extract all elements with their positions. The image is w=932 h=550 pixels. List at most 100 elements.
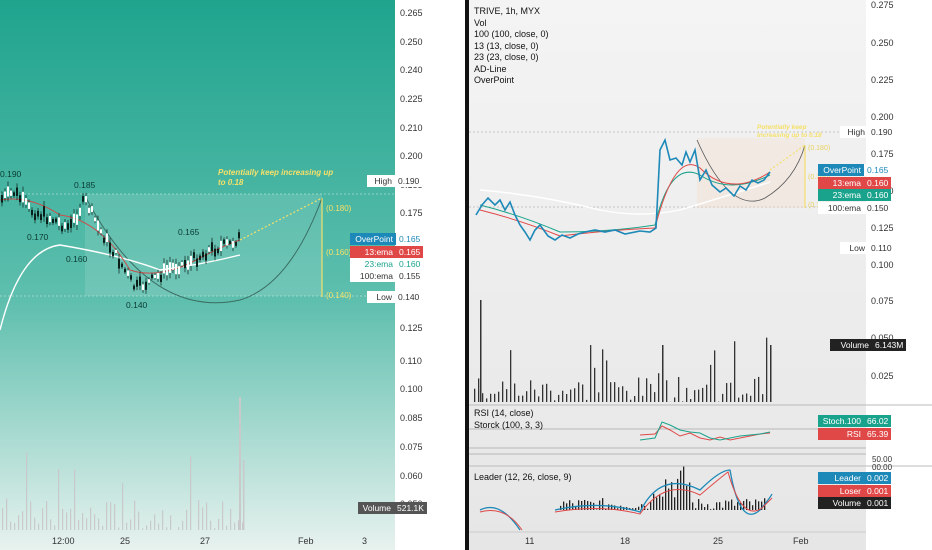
legend-overpoint[interactable]: OverPoint [474, 75, 515, 85]
volume-bar [738, 397, 740, 402]
volume-bar [582, 384, 584, 402]
loser-tag[interactable]: Loser 0.001 [818, 485, 892, 497]
legend-adline[interactable]: AD-Line [474, 63, 507, 74]
candle-body [70, 219, 72, 228]
leader-legend[interactable]: Leader (12, 26, close, 9) [474, 472, 572, 482]
candle-body [151, 274, 153, 279]
right-time-axis[interactable]: 11 18 25 Feb [469, 536, 866, 550]
stoch-tag[interactable]: Stoch.100 66.02 [818, 415, 892, 427]
candle-body [217, 248, 219, 254]
right-price-tick: 0.225 [871, 75, 894, 85]
histogram-bar [761, 501, 763, 510]
volume-bar [182, 520, 184, 530]
candle-body [7, 186, 9, 197]
volume-bar [74, 469, 76, 530]
target-label: (0.180) [326, 204, 352, 213]
legend-vol[interactable]: Vol [474, 17, 487, 28]
right-overpoint-tag[interactable]: OverPoint 0.165 [818, 164, 892, 176]
volume-bar [578, 382, 580, 402]
candle-body [49, 215, 51, 223]
candle-body [184, 259, 186, 269]
volume-bar [34, 517, 36, 530]
left-ema13-tag-label: 13:ema [350, 246, 396, 258]
histogram-bar [725, 500, 727, 510]
left-annotation[interactable]: Potentially keep increasing up to 0.18 [218, 168, 333, 188]
right-time-label: 18 [620, 536, 631, 546]
loser-tag-value: 0.001 [864, 485, 892, 497]
volume-bar [82, 512, 84, 530]
histogram-bar [656, 497, 658, 510]
volume-bar [234, 522, 236, 530]
right-ema23-tag[interactable]: 23:ema 0.160 [818, 189, 892, 201]
candle-body [160, 274, 162, 282]
right-volume-tag[interactable]: Volume 6.143M [830, 339, 907, 351]
candle-body [109, 242, 111, 253]
leader-volume-tag[interactable]: Volume 0.001 [818, 497, 892, 509]
right-high-tag[interactable]: High 0.190 [840, 126, 896, 138]
volume-bar [542, 384, 544, 402]
volume-bar [658, 373, 660, 402]
rsi-legend-label[interactable]: RSI (14, close) [474, 408, 534, 418]
left-ema100-tag[interactable]: 100:ema 0.155 [350, 270, 424, 282]
stoch-line [639, 421, 771, 441]
candle-body [19, 195, 21, 203]
symbol-title[interactable]: TRIVE, 1h, MYX [474, 6, 541, 16]
volume-bar [46, 501, 48, 530]
left-time-axis[interactable]: 12:00 25 27 Feb 3 [0, 536, 395, 550]
stoch-legend-label[interactable]: Storck (100, 3, 3) [474, 419, 544, 430]
right-projection-line [769, 144, 806, 171]
volume-bar [758, 376, 760, 402]
left-volume-bars [2, 397, 245, 530]
left-low-tag[interactable]: Low 0.140 [367, 291, 423, 303]
legend-ma23[interactable]: 23 (23, close, 0) [474, 52, 539, 62]
right-price-tick: 0.175 [871, 149, 894, 159]
left-high-tag[interactable]: High 0.190 [367, 175, 423, 187]
volume-bar [674, 397, 676, 402]
right-price-tick: 0.025 [871, 371, 894, 381]
volume-bar [106, 502, 108, 530]
left-range-box [85, 194, 322, 296]
right-low-tag[interactable]: Low 0.110 [840, 242, 895, 254]
left-volume-tag[interactable]: Volume 521.1K [358, 502, 427, 514]
volume-bar [754, 378, 756, 402]
candle-body [115, 249, 117, 254]
right-price-tick: 0.100 [871, 260, 894, 270]
right-ema100-tag-value: 0.150 [864, 202, 892, 214]
rsi-line [639, 425, 771, 441]
left-overpoint-tag[interactable]: OverPoint 0.165 [350, 233, 424, 245]
volume-bar [242, 522, 244, 530]
target-label: (0.160) [326, 248, 352, 257]
left-price-tick: 0.125 [400, 323, 423, 333]
volume-bar [130, 519, 132, 530]
volume-bar [50, 519, 52, 530]
volume-bar [26, 452, 28, 530]
right-annotation[interactable]: Potentially keep increasing up to 0.18 [757, 124, 822, 139]
leader-tag[interactable]: Leader 0.002 [818, 472, 892, 484]
right-chart-legend[interactable]: TRIVE, 1h, MYX Vol 100 (100, close, 0) 1… [474, 6, 549, 87]
candle-body [100, 229, 102, 234]
right-price-tick: 0.125 [871, 223, 894, 233]
volume-bar [30, 501, 32, 530]
right-ema100-tag[interactable]: 100:ema 0.150 [818, 202, 892, 214]
volume-bar [214, 528, 216, 530]
right-ema23-tag-label: 23:ema [818, 189, 864, 201]
legend-ma100[interactable]: 100 (100, close, 0) [474, 29, 549, 39]
leader-volume-tag-value: 0.001 [864, 497, 892, 509]
histogram-bar [749, 501, 751, 510]
rsi-tag[interactable]: RSI 65.39 [818, 428, 892, 440]
volume-bar [514, 383, 516, 402]
right-ema13-tag[interactable]: 13:ema 0.160 [818, 177, 892, 189]
histogram-bar [728, 501, 730, 510]
volume-bar [574, 388, 576, 402]
left-ema13-tag[interactable]: 13:ema 0.165 [350, 246, 424, 258]
left-price-tick: 0.060 [400, 471, 423, 481]
volume-bar [62, 508, 64, 530]
rsi-legend[interactable]: RSI (14, close) Storck (100, 3, 3) [474, 408, 543, 431]
candle-body [64, 222, 66, 229]
histogram-bar [677, 478, 679, 510]
candle-body [67, 223, 69, 230]
legend-ma13[interactable]: 13 (13, close, 0) [474, 40, 539, 51]
volume-bar [566, 394, 568, 402]
candle-body [76, 214, 78, 225]
left-ema23-tag[interactable]: 23:ema 0.160 [350, 258, 424, 270]
